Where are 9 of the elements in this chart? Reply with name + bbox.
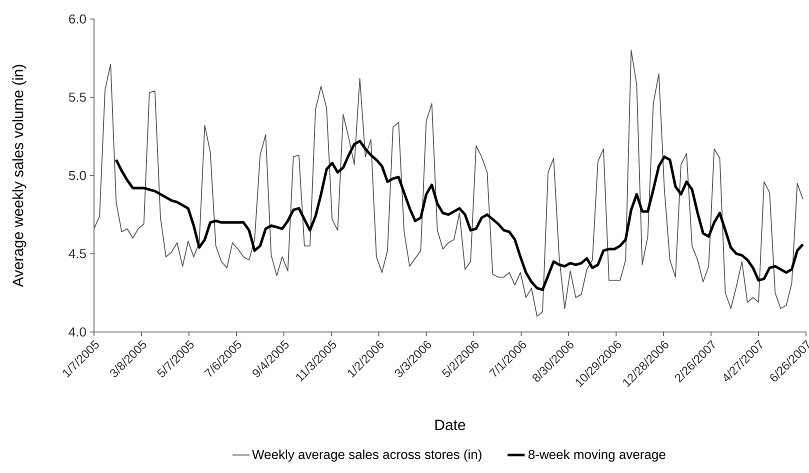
y-tick-label: 5.0 <box>68 170 86 180</box>
y-tick-label: 4.0 <box>68 327 86 337</box>
y-tick-label: 5.5 <box>68 92 86 102</box>
y-tick-label: 6.0 <box>69 14 86 24</box>
y-axis-title: Average weekly sales volume (in) <box>12 64 26 288</box>
x-axis-title: Date <box>435 420 466 430</box>
legend-label: 8-week moving average <box>528 450 666 462</box>
legend-label: Weekly average sales across stores (in) <box>252 450 482 462</box>
y-tick-label: 4.5 <box>68 249 86 258</box>
